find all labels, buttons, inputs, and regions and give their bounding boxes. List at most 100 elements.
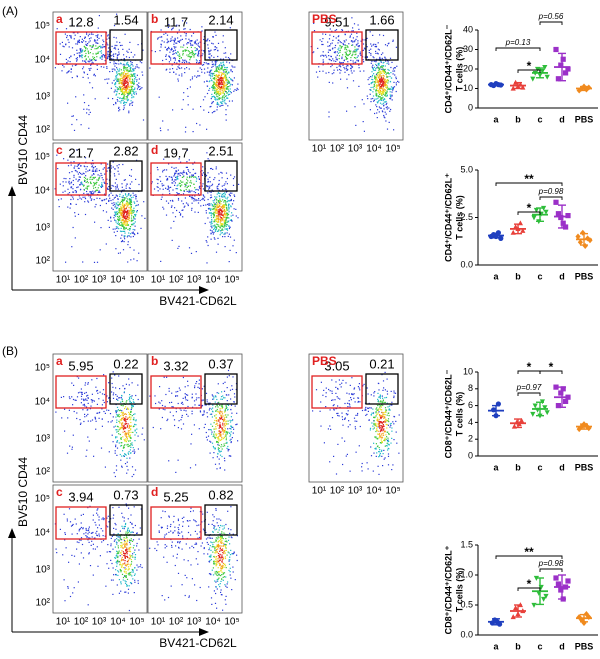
event-dot bbox=[74, 166, 75, 167]
event-dot bbox=[87, 166, 88, 167]
event-dot bbox=[237, 88, 238, 89]
event-dot bbox=[163, 189, 164, 190]
event-dot bbox=[122, 74, 123, 75]
event-dot bbox=[91, 166, 92, 167]
event-dot bbox=[230, 250, 231, 251]
event-dot bbox=[126, 466, 127, 467]
event-dot bbox=[377, 88, 378, 89]
event-dot bbox=[215, 46, 216, 47]
event-dot bbox=[380, 83, 381, 84]
event-dot bbox=[377, 85, 378, 86]
event-dot bbox=[173, 40, 174, 41]
event-dot bbox=[115, 394, 116, 395]
event-dot bbox=[367, 96, 368, 97]
event-dot bbox=[132, 451, 133, 452]
event-dot bbox=[106, 79, 107, 80]
event-dot bbox=[75, 216, 76, 217]
event-dot bbox=[221, 213, 222, 214]
event-dot bbox=[319, 71, 320, 72]
event-dot bbox=[213, 446, 214, 447]
event-dot bbox=[378, 474, 379, 475]
event-dot bbox=[98, 180, 99, 181]
event-dot bbox=[217, 409, 218, 410]
event-dot bbox=[96, 421, 97, 422]
event-dot bbox=[378, 70, 379, 71]
event-dot bbox=[179, 42, 180, 43]
event-dot bbox=[133, 93, 134, 94]
event-dot bbox=[204, 69, 205, 70]
event-dot bbox=[166, 169, 167, 170]
event-dot bbox=[117, 74, 118, 75]
event-dot bbox=[184, 62, 185, 63]
event-dot bbox=[228, 83, 229, 84]
event-dot bbox=[357, 43, 358, 44]
event-dot bbox=[360, 71, 361, 72]
event-dot bbox=[220, 212, 221, 213]
event-dot bbox=[123, 189, 124, 190]
event-dot bbox=[374, 84, 375, 85]
event-dot bbox=[124, 453, 125, 454]
event-dot bbox=[221, 79, 222, 80]
event-dot bbox=[120, 102, 121, 103]
event-dot bbox=[75, 65, 76, 66]
event-dot bbox=[132, 71, 133, 72]
event-dot bbox=[358, 24, 359, 25]
event-dot bbox=[120, 454, 121, 455]
event-dot bbox=[330, 43, 331, 44]
event-dot bbox=[80, 52, 81, 53]
event-dot bbox=[77, 166, 78, 167]
event-dot bbox=[142, 434, 143, 435]
event-dot bbox=[91, 179, 92, 180]
event-dot bbox=[115, 63, 116, 64]
event-dot bbox=[115, 446, 116, 447]
event-dot bbox=[211, 98, 212, 99]
event-dot bbox=[158, 37, 159, 38]
event-dot bbox=[114, 69, 115, 70]
event-dot bbox=[351, 55, 352, 56]
event-dot bbox=[169, 61, 170, 62]
event-dot bbox=[95, 418, 96, 419]
event-dot bbox=[96, 42, 97, 43]
event-dot bbox=[206, 210, 207, 211]
event-dot bbox=[212, 405, 213, 406]
event-dot bbox=[222, 189, 223, 190]
event-dot bbox=[379, 57, 380, 58]
event-dot bbox=[94, 40, 95, 41]
event-dot bbox=[372, 75, 373, 76]
event-dot bbox=[189, 159, 190, 160]
event-dot bbox=[220, 203, 221, 204]
event-dot bbox=[70, 208, 71, 209]
event-dot bbox=[115, 103, 116, 104]
event-dot bbox=[127, 96, 128, 97]
event-dot bbox=[129, 210, 130, 211]
event-dot bbox=[73, 192, 74, 193]
event-dot bbox=[384, 89, 385, 90]
event-dot bbox=[128, 453, 129, 454]
event-dot bbox=[185, 396, 186, 397]
event-dot bbox=[112, 383, 113, 384]
event-dot bbox=[217, 56, 218, 57]
event-dot bbox=[117, 410, 118, 411]
event-dot bbox=[121, 74, 122, 75]
event-dot bbox=[210, 181, 211, 182]
event-dot bbox=[128, 207, 129, 208]
event-dot bbox=[217, 194, 218, 195]
event-dot bbox=[124, 89, 125, 90]
event-dot bbox=[77, 40, 78, 41]
event-dot bbox=[133, 426, 134, 427]
event-dot bbox=[391, 78, 392, 79]
event-dot bbox=[356, 49, 357, 50]
event-dot bbox=[83, 421, 84, 422]
event-dot bbox=[207, 182, 208, 183]
event-dot bbox=[110, 217, 111, 218]
event-dot bbox=[131, 64, 132, 65]
event-dot bbox=[225, 78, 226, 79]
event-dot bbox=[76, 400, 77, 401]
event-dot bbox=[109, 71, 110, 72]
event-dot bbox=[168, 460, 169, 461]
event-dot bbox=[76, 61, 77, 62]
event-dot bbox=[237, 217, 238, 218]
event-dot bbox=[162, 417, 163, 418]
event-dot bbox=[388, 64, 389, 65]
event-dot bbox=[177, 395, 178, 396]
